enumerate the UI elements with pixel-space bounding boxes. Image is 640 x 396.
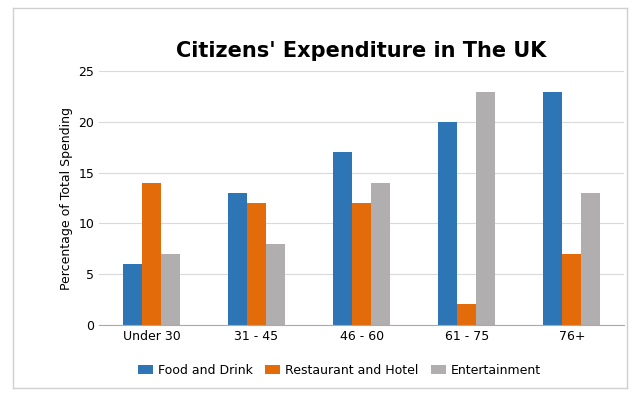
Bar [142,183,161,325]
Bar [371,183,390,325]
Bar [563,254,581,325]
Bar [266,244,285,325]
Bar [161,254,180,325]
Legend: Food and Drink, Restaurant and Hotel, Entertainment: Food and Drink, Restaurant and Hotel, En… [132,359,546,382]
Bar [457,305,476,325]
Bar [352,203,371,325]
Bar [581,193,600,325]
Bar [247,203,266,325]
Y-axis label: Percentage of Total Spending: Percentage of Total Spending [60,107,73,289]
Title: Citizens' Expenditure in The UK: Citizens' Expenditure in The UK [177,42,547,61]
Bar [228,193,247,325]
Bar [123,264,142,325]
Bar [438,122,457,325]
Bar [476,91,495,325]
Bar [543,91,563,325]
Bar [333,152,352,325]
